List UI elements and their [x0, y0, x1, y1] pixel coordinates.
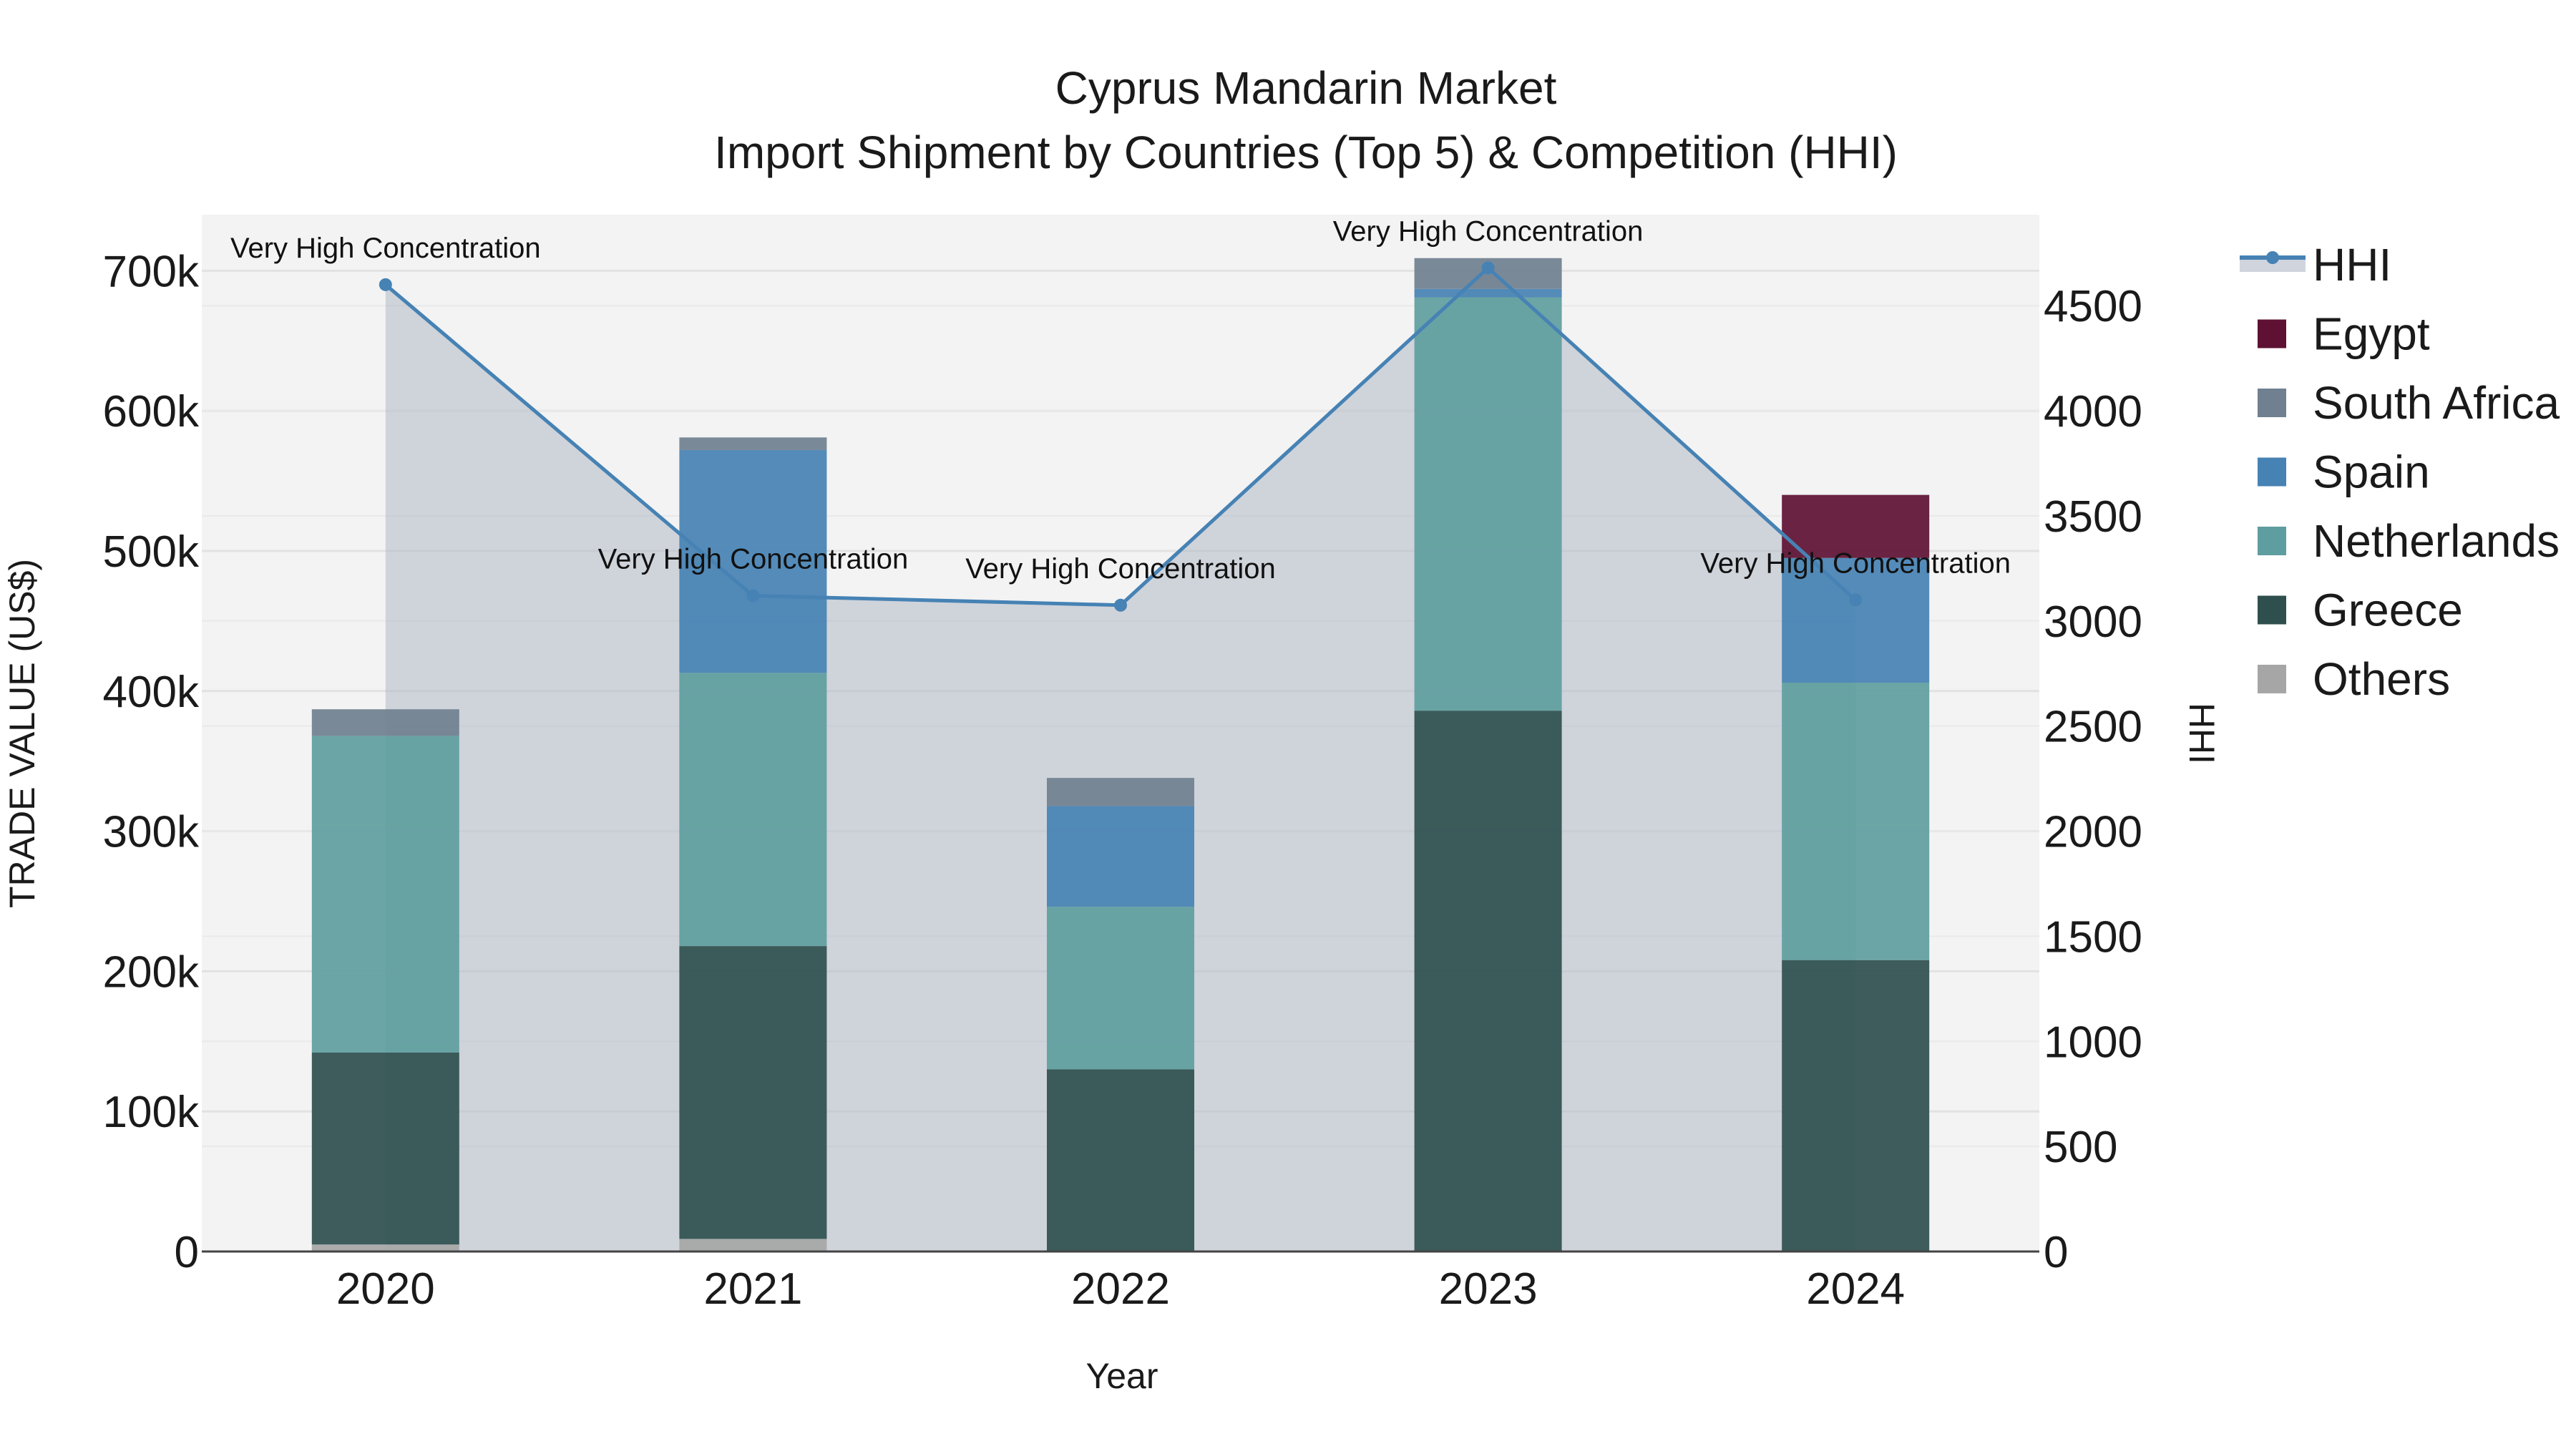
chart-title-line2: Import Shipment by Countries (Top 5) & C… — [714, 127, 1898, 178]
y2-tick-label-9: 4500 — [2044, 282, 2142, 331]
legend-swatch-egypt — [2258, 319, 2286, 348]
y-axis-title: TRADE VALUE (US$) — [2, 559, 42, 908]
x-tick-label-2023: 2023 — [1439, 1264, 1538, 1314]
legend-swatch-south-africa — [2258, 389, 2286, 417]
y-tick-label-2: 200k — [103, 947, 200, 997]
legend-label-egypt: Egypt — [2313, 308, 2430, 360]
legend-label-greece: Greece — [2313, 585, 2463, 636]
y2-tick-label-5: 2500 — [2044, 703, 2142, 752]
legend-swatch-others — [2258, 665, 2286, 693]
hhi-line-group — [379, 261, 1863, 612]
y2-tick-label-2: 1000 — [2044, 1018, 2142, 1067]
y2-axis-ticks: 0 500 1000 1500 2000 2500 3000 3500 4000 4500 — [2044, 282, 2142, 1277]
legend: HHI Egypt South Africa Spain Netherlands Gree… — [2240, 239, 2560, 705]
legend-swatch-hhi-marker — [2266, 251, 2279, 264]
hhi-annotation-2021: Very High Concentration — [598, 544, 909, 575]
y2-tick-label-3: 1500 — [2044, 912, 2142, 962]
y-tick-label-4: 400k — [103, 668, 200, 717]
legend-swatch-netherlands — [2258, 527, 2286, 555]
x-tick-label-2021: 2021 — [703, 1264, 802, 1314]
bar-greece-2020 — [311, 1052, 459, 1245]
chart-title-line1: Cyprus Mandarin Market — [1055, 62, 1557, 114]
legend-label-netherlands: Netherlands — [2313, 515, 2560, 567]
y2-tick-label-6: 3000 — [2044, 597, 2142, 647]
x-axis-ticks: 2020 2021 2022 2023 2024 — [336, 1264, 1905, 1314]
y2-tick-label-0: 0 — [2044, 1228, 2068, 1277]
y2-tick-label-8: 4000 — [2044, 387, 2142, 436]
legend-swatch-hhi-area — [2240, 258, 2306, 272]
hhi-annotation-2023: Very High Concentration — [1333, 215, 1644, 247]
bar-south-africa-2022 — [1047, 778, 1194, 806]
bar-spain-2023 — [1414, 288, 1562, 298]
y2-tick-label-1: 500 — [2044, 1123, 2117, 1172]
y-tick-label-3: 300k — [103, 808, 200, 857]
bar-netherlands-2023 — [1414, 297, 1562, 711]
y-tick-label-6: 600k — [103, 387, 200, 436]
bar-netherlands-2024 — [1782, 683, 1930, 960]
y-tick-label-1: 100k — [103, 1088, 200, 1137]
x-axis-title: Year — [1085, 1356, 1158, 1396]
legend-swatch-spain — [2258, 457, 2286, 487]
bar-netherlands-2020 — [311, 736, 459, 1053]
y2-tick-label-4: 2000 — [2044, 808, 2142, 857]
y-axis-ticks: 0 100k 200k 300k 400k 500k 600k 700k — [103, 247, 200, 1277]
legend-label-spain: Spain — [2313, 447, 2430, 498]
bar-south-africa-2020 — [311, 709, 459, 736]
hhi-annotation-2020: Very High Concentration — [230, 233, 541, 264]
x-tick-label-2020: 2020 — [336, 1264, 435, 1314]
legend-label-south-africa: South Africa — [2313, 377, 2560, 429]
bar-others-2020 — [311, 1244, 459, 1252]
bar-spain-2021 — [679, 449, 827, 673]
bar-spain-2022 — [1047, 806, 1194, 907]
bar-egypt-2024 — [1782, 494, 1930, 558]
bar-netherlands-2021 — [679, 673, 827, 947]
hhi-point-2023 — [1481, 261, 1495, 275]
legend-label-hhi: HHI — [2313, 239, 2391, 291]
bars — [311, 258, 1930, 1252]
bar-greece-2022 — [1047, 1069, 1194, 1252]
bar-south-africa-2021 — [679, 437, 827, 450]
hhi-annotations: Very High Concentration Very High Concent… — [230, 215, 2011, 584]
bar-greece-2023 — [1414, 711, 1562, 1252]
y-tick-label-0: 0 — [175, 1228, 199, 1277]
hhi-point-2020 — [379, 278, 392, 291]
bar-spain-2024 — [1782, 557, 1930, 683]
hhi-point-2024 — [1849, 593, 1863, 607]
x-tick-label-2022: 2022 — [1071, 1264, 1170, 1314]
x-tick-label-2024: 2024 — [1806, 1264, 1905, 1314]
bar-greece-2024 — [1782, 960, 1930, 1252]
bar-others-2021 — [679, 1239, 827, 1252]
legend-swatch-greece — [2258, 595, 2286, 625]
hhi-point-2022 — [1114, 598, 1127, 612]
hhi-point-2021 — [746, 589, 760, 602]
y2-tick-label-7: 3500 — [2044, 492, 2142, 542]
legend-label-others: Others — [2313, 653, 2450, 705]
bar-greece-2021 — [679, 946, 827, 1239]
y2-axis-title: HHI — [2182, 703, 2222, 764]
y-tick-label-5: 500k — [103, 527, 200, 577]
hhi-annotation-2024: Very High Concentration — [1700, 547, 2011, 579]
bar-netherlands-2022 — [1047, 907, 1194, 1070]
y-tick-label-7: 700k — [103, 247, 200, 296]
hhi-annotation-2022: Very High Concentration — [965, 553, 1276, 585]
